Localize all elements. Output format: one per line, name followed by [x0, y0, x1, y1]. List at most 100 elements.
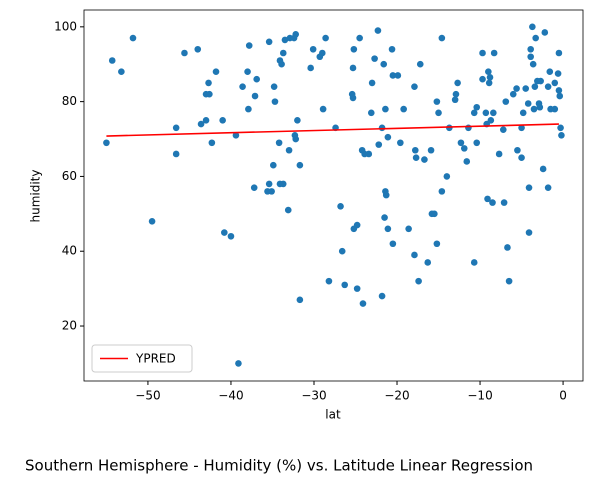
- point: [281, 36, 289, 44]
- point: [296, 296, 304, 304]
- point: [307, 64, 314, 72]
- point: [253, 75, 260, 83]
- point: [411, 251, 418, 259]
- point: [509, 90, 517, 98]
- point: [529, 23, 536, 31]
- point: [451, 96, 459, 104]
- regression-line: [106, 123, 559, 137]
- x-tick-label: −10: [467, 389, 492, 403]
- y-axis-label: humidity: [29, 170, 43, 223]
- point: [435, 109, 442, 117]
- point: [519, 109, 527, 117]
- point: [487, 117, 495, 124]
- point: [250, 184, 258, 191]
- point: [554, 70, 562, 77]
- point: [382, 191, 390, 199]
- point: [465, 124, 472, 132]
- point: [433, 98, 441, 105]
- point: [490, 109, 497, 117]
- point: [271, 98, 279, 105]
- point: [129, 34, 137, 42]
- point: [279, 49, 287, 57]
- point: [411, 146, 419, 154]
- point: [470, 259, 478, 266]
- point: [221, 229, 228, 236]
- point: [438, 34, 446, 42]
- point: [349, 64, 357, 72]
- point: [375, 141, 383, 148]
- point: [350, 45, 358, 53]
- plot-frame: [83, 9, 584, 382]
- point: [500, 199, 508, 206]
- point: [382, 105, 389, 113]
- point: [495, 150, 503, 158]
- x-tick-label: −30: [301, 389, 326, 403]
- point: [371, 55, 378, 62]
- point: [527, 53, 534, 61]
- point: [251, 92, 259, 100]
- point: [544, 184, 552, 191]
- point: [374, 27, 382, 34]
- point: [556, 92, 564, 100]
- point: [244, 68, 251, 76]
- point: [555, 87, 563, 94]
- point: [235, 360, 242, 367]
- point: [416, 60, 424, 68]
- point: [292, 135, 300, 143]
- point: [527, 45, 534, 53]
- point: [245, 42, 253, 49]
- y-tick-label: 40: [62, 244, 77, 258]
- point: [479, 75, 486, 83]
- x-tick-label: 0: [559, 389, 567, 403]
- point: [359, 300, 367, 307]
- point: [536, 103, 544, 111]
- point: [279, 180, 287, 188]
- point: [522, 85, 530, 92]
- point: [499, 126, 507, 133]
- legend-box: [91, 344, 193, 373]
- point: [532, 34, 539, 42]
- point: [208, 139, 216, 147]
- point: [525, 229, 533, 236]
- point: [486, 74, 494, 81]
- point: [433, 240, 441, 248]
- point: [265, 38, 273, 46]
- point: [309, 45, 317, 53]
- point: [341, 281, 349, 289]
- y-tick-label: 100: [54, 19, 77, 33]
- point: [349, 94, 357, 102]
- point: [405, 225, 412, 233]
- point: [206, 90, 213, 98]
- point: [325, 277, 333, 285]
- point: [353, 221, 361, 229]
- point: [384, 133, 392, 141]
- point: [232, 131, 240, 139]
- x-tick-label: −50: [135, 389, 160, 403]
- point: [181, 49, 188, 57]
- point: [227, 232, 235, 240]
- point: [275, 139, 283, 147]
- point: [421, 156, 428, 163]
- point: [245, 105, 252, 113]
- point: [319, 105, 327, 113]
- point: [389, 72, 397, 79]
- x-tick-label: −20: [384, 389, 409, 403]
- point: [438, 188, 446, 195]
- point: [389, 240, 397, 248]
- point: [212, 68, 220, 76]
- legend-label: YPRED: [135, 352, 176, 366]
- point: [411, 83, 418, 90]
- point: [394, 72, 402, 79]
- point: [381, 214, 388, 221]
- point: [103, 139, 110, 147]
- point: [518, 154, 525, 162]
- y-tick-label: 80: [62, 94, 77, 108]
- point: [384, 225, 392, 233]
- point: [427, 146, 435, 154]
- point: [356, 34, 363, 42]
- point: [541, 29, 549, 36]
- point: [558, 131, 565, 139]
- point: [365, 150, 373, 158]
- point: [473, 103, 481, 111]
- point: [318, 49, 326, 57]
